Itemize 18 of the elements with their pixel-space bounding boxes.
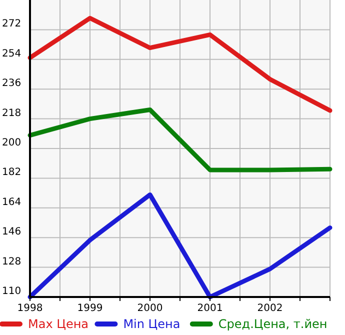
y-tick-label: 200 [2,138,22,148]
y-tick-label: 110 [2,286,22,297]
y-tick-label: 182 [2,167,22,178]
x-tick-label: 2001 [197,303,223,314]
y-tick-label: 218 [2,108,22,119]
legend-label: Сред.Цена, т.йен [218,317,328,331]
legend-label: Max Цена [28,317,89,331]
y-tick-label: 146 [2,226,22,238]
x-tick-label: 1998 [17,303,43,314]
x-tick-label: 2000 [137,303,163,314]
y-tick-label: 164 [2,196,22,208]
y-tick-label: 254 [2,48,22,60]
legend-label: Min Цена [123,317,180,331]
x-tick-label: 1999 [77,303,103,314]
y-tick-label: 272 [2,18,22,30]
y-tick-label: 236 [2,78,22,90]
x-tick-label: 2002 [257,303,283,314]
y-tick-label: 128 [2,256,22,268]
